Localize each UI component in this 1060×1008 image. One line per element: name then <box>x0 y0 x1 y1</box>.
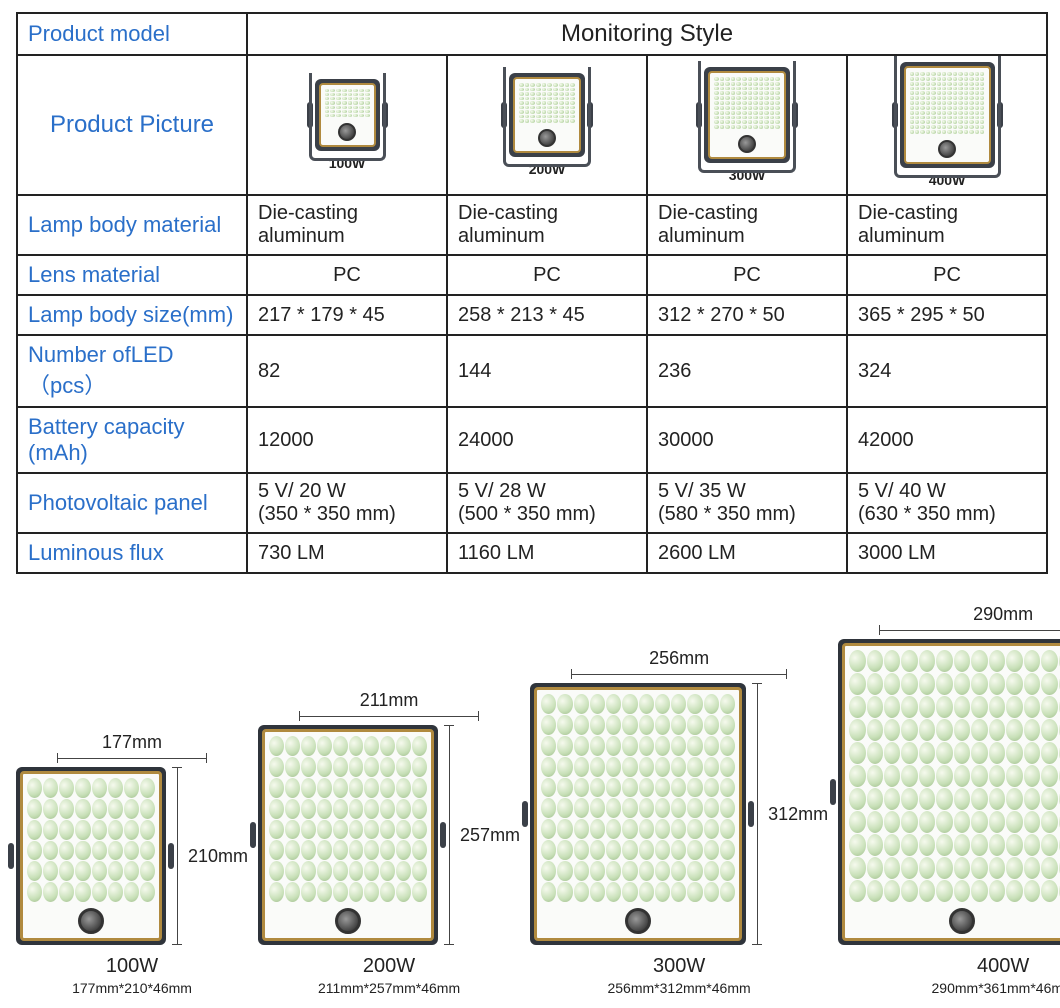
spec-cell: PC <box>847 255 1047 295</box>
spec-cell: 236 <box>647 335 847 407</box>
spec-cell: 42000 <box>847 407 1047 473</box>
spec-cell: 730 LM <box>247 533 447 573</box>
spec-cell: 12000 <box>247 407 447 473</box>
dim-height-label: 312mm <box>768 804 828 825</box>
dimension-drawings: 177mm 210mm 100W 177mm*210*46mm 211mm <box>16 604 1044 996</box>
product-picture-cell: 200W <box>447 55 647 195</box>
dim-width-label: 211mm <box>360 690 419 711</box>
spec-cell: 1160 LM <box>447 533 647 573</box>
spec-cell: 5 V/ 20 W(350 * 350 mm) <box>247 473 447 533</box>
dim-body: 257mm <box>258 725 520 945</box>
spec-row-label: Battery capacity (mAh) <box>17 407 247 473</box>
product-picture-cell: 300W <box>647 55 847 195</box>
dim-body: 210mm <box>16 767 248 945</box>
spec-cell: PC <box>247 255 447 295</box>
dim-size-text: 256mm*312mm*46mm <box>607 980 750 996</box>
spec-row-label: Luminous flux <box>17 533 247 573</box>
spec-cell: 5 V/ 28 W(500 * 350 mm) <box>447 473 647 533</box>
dim-height-label: 210mm <box>188 846 248 867</box>
dim-wattage: 100W <box>106 955 158 978</box>
header-product-picture: Product Picture <box>17 55 247 195</box>
spec-cell: 24000 <box>447 407 647 473</box>
product-picture-cell: 100W <box>247 55 447 195</box>
dim-width-label: 177mm <box>102 732 162 753</box>
page: Product model Monitoring StyleProduct Pi… <box>0 0 1060 1008</box>
spec-cell: 365 * 295 * 50 <box>847 295 1047 335</box>
spec-cell: 312 * 270 * 50 <box>647 295 847 335</box>
dim-size-text: 290mm*361mm*46mm <box>932 980 1060 996</box>
dimension-item: 256mm 312mm 300W 256mm*312mm*46mm <box>530 648 828 996</box>
spec-cell: Die-casting aluminum <box>247 195 447 255</box>
dimension-item: 211mm 257mm 200W 211mm*257mm*46mm <box>258 690 520 996</box>
header-product-model: Product model <box>17 13 247 55</box>
spec-cell: Die-casting aluminum <box>647 195 847 255</box>
dim-wattage: 300W <box>653 955 705 978</box>
spec-row-label: Lamp body material <box>17 195 247 255</box>
spec-cell: 3000 LM <box>847 533 1047 573</box>
spec-cell: Die-casting aluminum <box>847 195 1047 255</box>
dim-width-label: 290mm <box>973 604 1033 625</box>
spec-row-label: Number ofLED （pcs） <box>17 335 247 407</box>
spec-cell: 144 <box>447 335 647 407</box>
dim-body: 361mm <box>838 639 1060 945</box>
spec-cell: 2600 LM <box>647 533 847 573</box>
spec-cell: Die-casting aluminum <box>447 195 647 255</box>
spec-cell: 5 V/ 40 W(630 * 350 mm) <box>847 473 1047 533</box>
dim-wattage: 200W <box>363 955 415 978</box>
product-picture-cell: 400W <box>847 55 1047 195</box>
dim-body: 312mm <box>530 683 828 945</box>
spec-cell: 30000 <box>647 407 847 473</box>
spec-row-label: Lens material <box>17 255 247 295</box>
spec-row-label: Photovoltaic panel <box>17 473 247 533</box>
spec-cell: 324 <box>847 335 1047 407</box>
header-monitoring-style: Monitoring Style <box>247 13 1047 55</box>
dimension-item: 177mm 210mm 100W 177mm*210*46mm <box>16 732 248 996</box>
dim-height-label: 257mm <box>460 825 520 846</box>
spec-cell: 82 <box>247 335 447 407</box>
spec-cell: 258 * 213 * 45 <box>447 295 647 335</box>
dim-size-text: 177mm*210*46mm <box>72 980 192 996</box>
dim-wattage: 400W <box>977 955 1029 978</box>
spec-table: Product model Monitoring StyleProduct Pi… <box>16 12 1048 574</box>
spec-cell: 217 * 179 * 45 <box>247 295 447 335</box>
spec-row-label: Lamp body size(mm) <box>17 295 247 335</box>
dim-width-label: 256mm <box>649 648 709 669</box>
spec-cell: PC <box>647 255 847 295</box>
dim-size-text: 211mm*257mm*46mm <box>318 980 460 996</box>
dimension-item: 290mm 361mm 400W 290mm*361mm*46mm <box>838 604 1060 996</box>
spec-cell: PC <box>447 255 647 295</box>
spec-cell: 5 V/ 35 W(580 * 350 mm) <box>647 473 847 533</box>
